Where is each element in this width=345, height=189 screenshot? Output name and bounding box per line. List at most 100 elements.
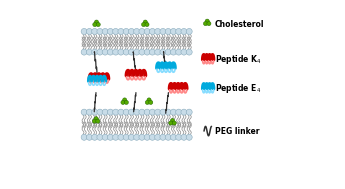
Circle shape — [81, 49, 87, 55]
Circle shape — [155, 109, 161, 115]
Circle shape — [144, 49, 150, 55]
Circle shape — [97, 134, 103, 140]
Circle shape — [97, 49, 103, 55]
Circle shape — [186, 29, 192, 34]
Circle shape — [121, 100, 125, 105]
Circle shape — [165, 109, 171, 115]
Circle shape — [128, 109, 135, 115]
Circle shape — [81, 29, 87, 34]
Circle shape — [181, 134, 187, 140]
Circle shape — [139, 49, 145, 55]
Circle shape — [149, 100, 153, 105]
Circle shape — [144, 134, 150, 140]
Circle shape — [96, 22, 100, 27]
Circle shape — [144, 109, 150, 115]
Circle shape — [128, 29, 135, 34]
Circle shape — [92, 119, 97, 123]
Circle shape — [186, 134, 192, 140]
Circle shape — [118, 109, 124, 115]
Circle shape — [139, 29, 145, 34]
Circle shape — [145, 22, 149, 27]
Circle shape — [143, 20, 147, 24]
Circle shape — [97, 29, 103, 34]
Circle shape — [92, 134, 98, 140]
Circle shape — [144, 29, 150, 34]
Circle shape — [107, 29, 114, 34]
Circle shape — [123, 29, 129, 34]
Circle shape — [160, 29, 166, 34]
Circle shape — [160, 134, 166, 140]
Circle shape — [102, 29, 108, 34]
Circle shape — [176, 49, 182, 55]
Circle shape — [165, 29, 171, 34]
Circle shape — [95, 20, 99, 24]
Circle shape — [92, 49, 98, 55]
Circle shape — [86, 29, 92, 34]
Circle shape — [186, 109, 192, 115]
Circle shape — [165, 134, 171, 140]
Circle shape — [147, 98, 151, 102]
Circle shape — [113, 109, 119, 115]
Circle shape — [186, 49, 192, 55]
Circle shape — [102, 109, 108, 115]
Circle shape — [102, 134, 108, 140]
Circle shape — [145, 100, 149, 105]
Circle shape — [155, 29, 161, 34]
Circle shape — [165, 49, 171, 55]
Circle shape — [170, 134, 176, 140]
Circle shape — [118, 49, 124, 55]
Circle shape — [172, 121, 176, 125]
Circle shape — [123, 49, 129, 55]
Circle shape — [134, 29, 140, 34]
Circle shape — [176, 134, 182, 140]
Circle shape — [92, 29, 98, 34]
Circle shape — [149, 29, 156, 34]
Circle shape — [169, 121, 173, 125]
Circle shape — [102, 49, 108, 55]
Circle shape — [170, 29, 176, 34]
Circle shape — [118, 134, 124, 140]
Circle shape — [122, 98, 127, 102]
Circle shape — [86, 134, 92, 140]
Circle shape — [181, 109, 187, 115]
Circle shape — [155, 134, 161, 140]
Circle shape — [181, 49, 187, 55]
Circle shape — [149, 109, 156, 115]
Circle shape — [139, 109, 145, 115]
Circle shape — [149, 134, 156, 140]
Circle shape — [97, 109, 103, 115]
Circle shape — [181, 29, 187, 34]
Circle shape — [124, 100, 128, 105]
Circle shape — [205, 19, 209, 23]
Circle shape — [176, 29, 182, 34]
Circle shape — [107, 49, 114, 55]
Circle shape — [160, 49, 166, 55]
Circle shape — [107, 109, 114, 115]
Text: PEG linker: PEG linker — [215, 127, 259, 136]
Circle shape — [170, 119, 175, 123]
Circle shape — [93, 22, 97, 27]
Circle shape — [113, 49, 119, 55]
Circle shape — [134, 49, 140, 55]
Circle shape — [141, 22, 146, 27]
Circle shape — [81, 109, 87, 115]
Circle shape — [86, 109, 92, 115]
Circle shape — [123, 109, 129, 115]
Circle shape — [96, 119, 100, 123]
Circle shape — [204, 22, 208, 26]
Circle shape — [86, 49, 92, 55]
Circle shape — [113, 29, 119, 34]
Circle shape — [94, 117, 98, 121]
Circle shape — [128, 49, 135, 55]
Circle shape — [170, 109, 176, 115]
Circle shape — [118, 29, 124, 34]
Circle shape — [149, 49, 156, 55]
Circle shape — [134, 134, 140, 140]
Circle shape — [176, 109, 182, 115]
Circle shape — [207, 22, 211, 26]
Circle shape — [134, 109, 140, 115]
Circle shape — [155, 49, 161, 55]
Text: Peptide K$_4$: Peptide K$_4$ — [215, 53, 262, 66]
Circle shape — [160, 109, 166, 115]
Circle shape — [170, 49, 176, 55]
